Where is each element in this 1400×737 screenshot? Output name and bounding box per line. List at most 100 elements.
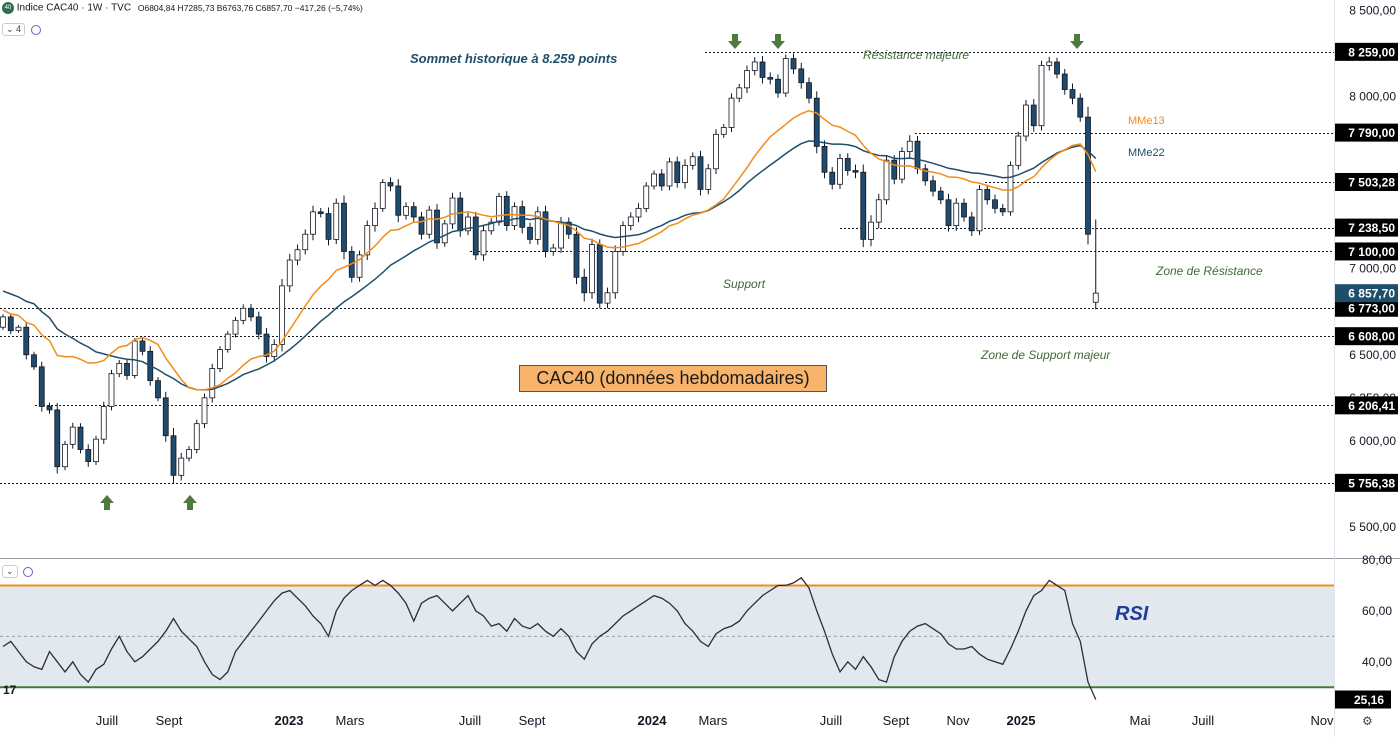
arrow-up-icon [183, 495, 197, 510]
candle [100, 401, 107, 444]
candle-body [333, 202, 340, 240]
candle-body [953, 202, 960, 227]
annotation-sommet: Sommet historique à 8.259 points [410, 51, 617, 66]
candle-body [341, 202, 347, 252]
candle [635, 203, 642, 223]
candle-body [255, 316, 262, 335]
candle [178, 452, 185, 481]
price-tick-label: 5 500,00 [1349, 520, 1396, 534]
candle [658, 169, 665, 191]
candle [868, 215, 874, 247]
candle-body [744, 70, 750, 89]
price-pane-controls[interactable]: ⌄ 4 [2, 23, 41, 36]
candle-body [527, 226, 533, 240]
arrow-down-icon [728, 34, 742, 49]
candle [15, 325, 22, 333]
price-tag-label: 7 238,50 [1348, 221, 1395, 235]
candle [503, 191, 510, 231]
candle-body [868, 221, 874, 240]
rsi-collapse-button[interactable]: ⌄ [2, 565, 18, 578]
settings-icon[interactable]: ⚙ [1362, 714, 1373, 728]
candle [186, 446, 192, 462]
candle [875, 193, 882, 229]
candle-body [1054, 61, 1060, 75]
candle-body [294, 249, 301, 261]
candle-body [1038, 65, 1045, 127]
price-tag-label: 7 503,28 [1348, 175, 1395, 189]
candle-body [883, 159, 890, 201]
candle-body [937, 190, 944, 201]
candle-body [604, 292, 611, 304]
candle-body [519, 206, 526, 228]
symbol-header[interactable]: 40 Indice CAC40 · 1W · TVC O6804,84 H728… [2, 2, 363, 14]
candle-body [302, 233, 309, 251]
candle-body [1069, 89, 1076, 99]
candle [217, 346, 223, 372]
candle [643, 182, 650, 213]
candle-body [496, 195, 502, 223]
price-tick-label: 6 500,00 [1349, 348, 1396, 362]
candle [713, 129, 719, 174]
candle [728, 93, 735, 133]
symbol-logo: 40 [2, 2, 14, 14]
time-tick-label: 2023 [275, 713, 304, 728]
price-tag [1335, 172, 1398, 191]
candle-body [976, 189, 983, 232]
candle-body [170, 435, 177, 476]
candle [294, 244, 301, 266]
candle [240, 304, 247, 325]
candle-body [434, 209, 440, 244]
candle [945, 193, 952, 232]
price-tick-label: 8 000,00 [1349, 89, 1396, 103]
time-tick-label: Juill [820, 713, 843, 728]
candle-body [542, 211, 549, 252]
price-tag [1335, 327, 1398, 346]
candle [542, 205, 549, 258]
arrow-down-icon [1070, 34, 1084, 49]
candle-body [945, 199, 952, 227]
rsi-value-label: 25,16 [1354, 693, 1384, 707]
candle [403, 202, 409, 220]
candle [883, 155, 890, 205]
candle-body [178, 457, 185, 476]
candle-body [131, 340, 138, 376]
candle-body [720, 127, 727, 135]
candle [736, 83, 743, 103]
candle [488, 218, 495, 235]
rsi-pane-controls[interactable]: ⌄ [2, 565, 34, 578]
candle [426, 205, 433, 239]
candle-body [116, 362, 123, 375]
candle [604, 287, 611, 309]
time-tick-label: Mai [1130, 713, 1151, 728]
candle [418, 211, 425, 240]
candle [844, 153, 851, 176]
candle [7, 313, 14, 335]
time-tick-label: Mars [336, 713, 365, 728]
candle [775, 74, 781, 98]
candle-body [922, 168, 929, 182]
candle [612, 245, 619, 299]
candle-body [279, 285, 285, 345]
candle-body [635, 207, 642, 218]
rsi-value-tag [1335, 690, 1391, 709]
candle-body [1046, 61, 1053, 66]
candle-body [844, 158, 851, 171]
symbol-title[interactable]: Indice CAC40 · 1W · TVC [16, 2, 132, 14]
candle-body [426, 209, 433, 235]
candle [341, 195, 347, 260]
rsi-tick-label: 80,00 [1362, 553, 1392, 567]
candle [821, 140, 828, 179]
candle [379, 179, 386, 212]
candle-body [108, 373, 115, 407]
candle-body [1061, 73, 1068, 90]
loading-icon [30, 24, 41, 35]
time-tick-label: Juill [459, 713, 482, 728]
candle [565, 217, 572, 239]
collapse-button[interactable]: ⌄ 4 [2, 23, 26, 36]
candle-body [596, 244, 603, 304]
candle [813, 91, 820, 154]
candle-body [201, 397, 208, 425]
candle-body [705, 168, 712, 190]
candle-body [534, 211, 541, 240]
